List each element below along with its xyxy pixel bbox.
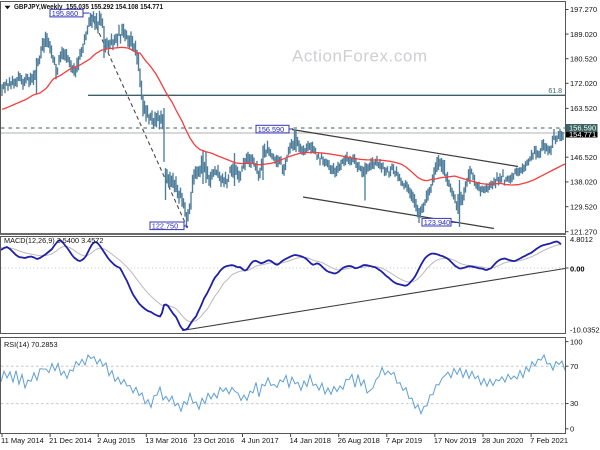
svg-text:23 Oct 2016: 23 Oct 2016 [193, 436, 234, 445]
svg-text:123.940: 123.940 [424, 218, 450, 227]
svg-text:180.520: 180.520 [570, 54, 597, 63]
svg-text:154.771: 154.771 [569, 130, 596, 139]
svg-text:17 Nov 2019: 17 Nov 2019 [434, 436, 477, 445]
svg-text:163.520: 163.520 [570, 104, 597, 113]
svg-text:100: 100 [570, 337, 583, 346]
svg-text:30: 30 [570, 399, 578, 408]
svg-text:0: 0 [570, 425, 574, 434]
svg-text:156.590: 156.590 [258, 125, 284, 134]
svg-text:28 Jun 2020: 28 Jun 2020 [482, 436, 523, 445]
svg-text:4 Jun 2017: 4 Jun 2017 [242, 436, 279, 445]
svg-text:-10.0352: -10.0352 [570, 326, 600, 335]
svg-text:197.270: 197.270 [570, 5, 597, 14]
svg-text:195.860: 195.860 [52, 9, 78, 18]
svg-text:7 Apr 2019: 7 Apr 2019 [386, 436, 422, 445]
svg-text:129.520: 129.520 [570, 202, 597, 211]
svg-text:MACD(12,26,9) 3.5400 3.4572: MACD(12,26,9) 3.5400 3.4572 [4, 236, 103, 245]
svg-text:172.020: 172.020 [570, 79, 597, 88]
svg-text:26 Aug 2018: 26 Aug 2018 [338, 436, 380, 445]
svg-text:RSI(14) 70.2853: RSI(14) 70.2853 [4, 340, 58, 349]
svg-text:122.750: 122.750 [152, 222, 178, 231]
svg-text:146.520: 146.520 [570, 153, 597, 162]
svg-text:11 May 2014: 11 May 2014 [1, 436, 44, 445]
svg-text:13 Mar 2016: 13 Mar 2016 [145, 436, 187, 445]
svg-text:2 Aug 2015: 2 Aug 2015 [97, 436, 135, 445]
svg-text:4.8012: 4.8012 [570, 235, 593, 244]
svg-text:21 Dec 2014: 21 Dec 2014 [49, 436, 92, 445]
svg-text:14 Jan 2018: 14 Jan 2018 [290, 436, 331, 445]
svg-text:121.270: 121.270 [570, 227, 597, 236]
svg-text:189.020: 189.020 [570, 30, 597, 39]
svg-text:7 Feb 2021: 7 Feb 2021 [530, 436, 568, 445]
svg-text:138.020: 138.020 [570, 178, 597, 187]
svg-text:GBPJPY,Weekly 155.035 155.292: GBPJPY,Weekly 155.035 155.292 154.108 15… [14, 3, 163, 11]
svg-text:156.590: 156.590 [569, 124, 596, 133]
svg-text:ActionForex.com: ActionForex.com [292, 47, 427, 66]
svg-text:0.00: 0.00 [570, 265, 585, 274]
svg-text:61.8: 61.8 [548, 88, 562, 95]
svg-text:70: 70 [570, 362, 578, 371]
